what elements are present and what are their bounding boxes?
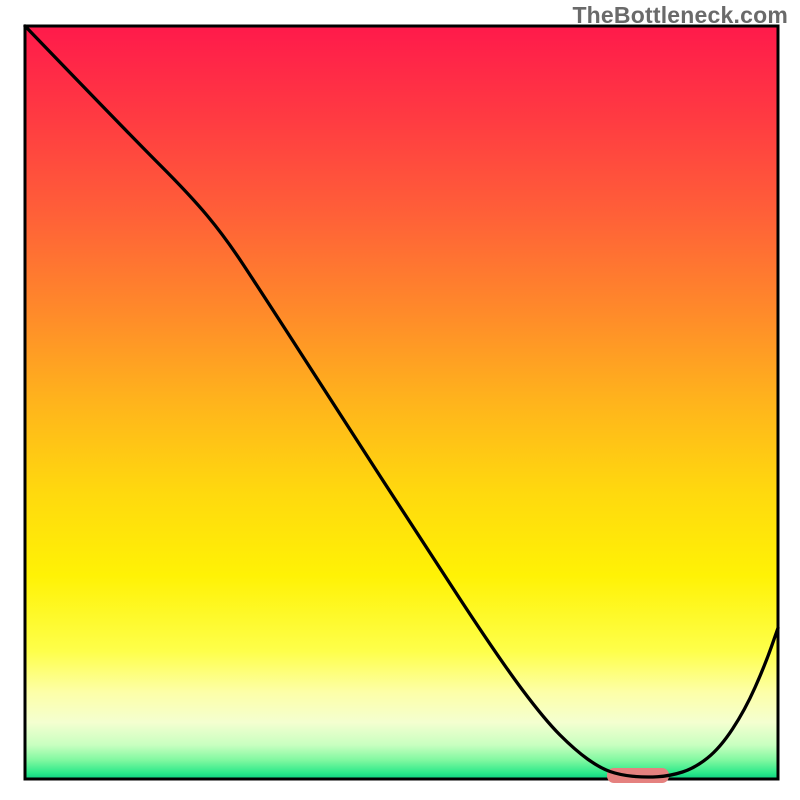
plot-background: [25, 26, 778, 779]
chart-container: TheBottleneck.com: [0, 0, 800, 800]
bottleneck-chart: [0, 0, 800, 800]
watermark-text: TheBottleneck.com: [572, 2, 788, 29]
